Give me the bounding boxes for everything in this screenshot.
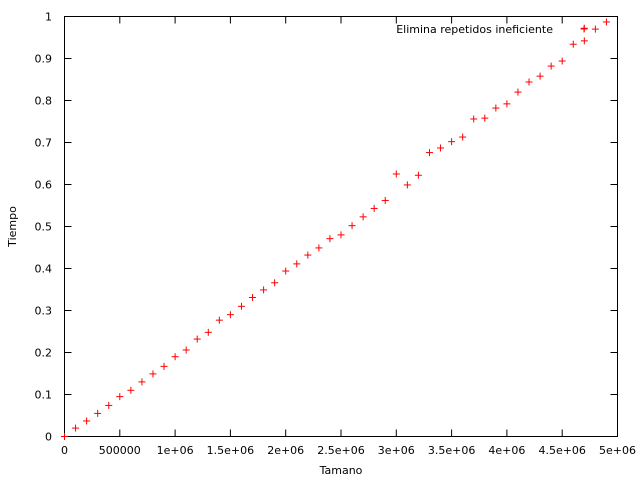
plot-area-border <box>64 16 618 437</box>
y-tick-label: 0.1 <box>35 389 53 402</box>
data-point <box>425 149 433 157</box>
x-tick-label: 3e+06 <box>378 444 415 457</box>
y-tick-label: 0 <box>45 431 52 444</box>
data-point <box>72 424 80 432</box>
x-tick-label: 5e+06 <box>599 444 636 457</box>
data-point <box>215 316 223 324</box>
legend: Elimina repetidos ineficiente <box>396 23 588 36</box>
axis-ticks <box>64 16 618 437</box>
data-point <box>315 244 323 252</box>
data-point <box>414 171 422 179</box>
x-tick-label: 1.5e+06 <box>207 444 254 457</box>
data-point <box>226 311 234 319</box>
data-point <box>370 204 378 212</box>
data-point <box>182 346 190 354</box>
data-points <box>61 18 610 440</box>
data-point <box>237 302 245 310</box>
data-point <box>204 328 212 336</box>
data-point <box>94 409 102 417</box>
data-point <box>105 401 113 409</box>
y-tick-label: 0.5 <box>35 221 53 234</box>
y-tick-label: 0.3 <box>35 305 53 318</box>
y-tick-label: 0.6 <box>35 179 53 192</box>
data-point <box>348 222 356 230</box>
data-point <box>127 386 135 394</box>
y-tick-label: 0.8 <box>35 95 53 108</box>
data-point <box>558 57 566 65</box>
data-point <box>602 18 610 26</box>
data-point <box>437 144 445 152</box>
y-tick-label: 0.2 <box>35 347 53 360</box>
data-point <box>116 393 124 401</box>
data-point <box>249 293 257 301</box>
data-point <box>326 235 334 243</box>
x-tick-label: 2e+06 <box>267 444 304 457</box>
data-point <box>514 88 522 96</box>
data-point <box>359 213 367 221</box>
data-point <box>525 78 533 86</box>
data-point <box>470 115 478 123</box>
data-point <box>459 133 467 141</box>
data-point <box>260 286 268 294</box>
data-point <box>569 40 577 48</box>
tick-labels: 0 500000 1e+06 1.5e+06 2e+06 2.5e+06 3e+06 3.5e… <box>35 11 636 458</box>
data-point <box>392 170 400 178</box>
data-point <box>481 114 489 122</box>
data-point <box>61 433 68 440</box>
data-point <box>293 260 301 268</box>
x-tick-label: 1e+06 <box>157 444 194 457</box>
y-tick-label: 1 <box>45 11 52 24</box>
x-tick-label: 4e+06 <box>488 444 525 457</box>
x-tick-label: 3.5e+06 <box>428 444 475 457</box>
data-point <box>149 370 157 378</box>
data-point <box>591 25 599 33</box>
data-point <box>83 417 91 425</box>
data-point <box>503 100 511 108</box>
data-point <box>403 181 411 189</box>
data-point <box>536 72 544 80</box>
y-tick-label: 0.4 <box>35 263 53 276</box>
data-point <box>193 335 201 343</box>
x-axis-label: Tamano <box>319 464 363 477</box>
data-point <box>580 37 588 45</box>
x-tick-label: 500000 <box>99 444 141 457</box>
y-tick-label: 0.7 <box>35 137 53 150</box>
y-tick-label: 0.9 <box>35 53 53 66</box>
x-tick-label: 0 <box>61 444 68 457</box>
legend-entry-label: Elimina repetidos ineficiente <box>396 23 553 36</box>
data-point <box>492 104 500 112</box>
data-point <box>138 378 146 386</box>
x-tick-label: 2.5e+06 <box>317 444 364 457</box>
data-point <box>337 231 345 239</box>
legend-marker-plus <box>580 25 588 33</box>
data-point <box>160 362 168 370</box>
data-point <box>381 196 389 204</box>
data-point <box>304 251 312 259</box>
data-point <box>171 353 179 361</box>
y-axis-label: Tiempo <box>6 206 19 248</box>
data-point <box>547 62 555 70</box>
data-point <box>448 138 456 146</box>
data-point <box>271 279 279 287</box>
data-point <box>282 267 290 275</box>
x-tick-label: 4.5e+06 <box>538 444 585 457</box>
